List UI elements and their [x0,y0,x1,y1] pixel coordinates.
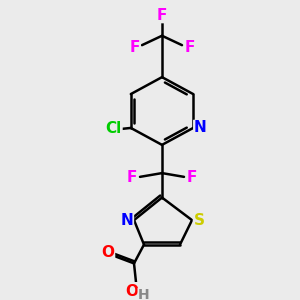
Text: F: F [127,170,137,185]
Text: Cl: Cl [106,122,122,136]
Text: F: F [187,170,197,185]
Text: F: F [130,40,140,55]
Text: H: H [138,288,150,300]
Text: F: F [157,8,167,22]
Text: O: O [101,244,115,260]
Text: S: S [194,213,205,228]
Text: F: F [185,40,195,55]
Text: O: O [125,284,139,299]
Text: N: N [194,120,207,135]
Text: N: N [121,213,134,228]
